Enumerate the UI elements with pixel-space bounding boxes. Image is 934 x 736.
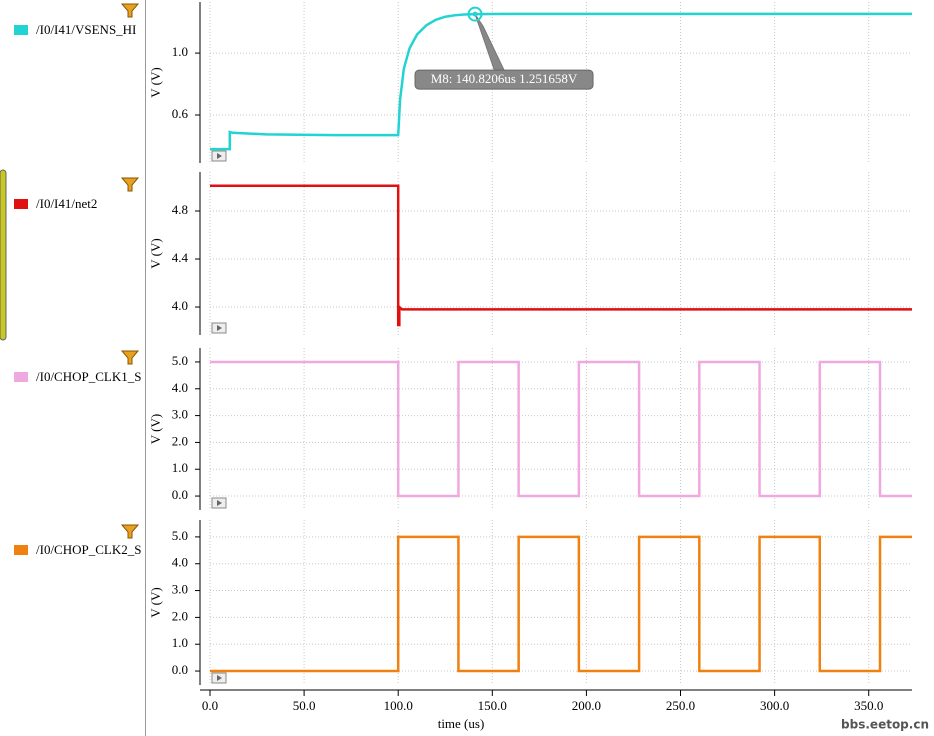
waveform-strip: 0.6 1.0 V (V) M8: 140.8206us 1.251658V bbox=[148, 2, 912, 163]
expand-icon bbox=[217, 153, 222, 159]
filter-icon[interactable] bbox=[120, 350, 140, 365]
marker-label: M8: 140.8206us 1.251658V bbox=[431, 71, 578, 86]
legend-swatch bbox=[14, 372, 28, 382]
x-tick-label: 0.0 bbox=[202, 698, 218, 713]
legend-panel: /I0/I41/VSENS_HI/I0/I41/net2/I0/CHOP_CLK… bbox=[14, 3, 141, 557]
y-axis-label: V (V) bbox=[148, 67, 163, 97]
x-axis-label: time (us) bbox=[438, 716, 485, 731]
expand-icon bbox=[217, 500, 222, 506]
legend-label[interactable]: /I0/I41/VSENS_HI bbox=[36, 22, 136, 37]
y-tick-label: 0.0 bbox=[172, 487, 188, 502]
plots: 0.61.0V (V) M8: 140.8206us 1.251658V4.04.… bbox=[148, 2, 912, 731]
y-tick-label: 1.0 bbox=[172, 44, 188, 59]
x-tick-label: 150.0 bbox=[478, 698, 507, 713]
legend-swatch bbox=[14, 545, 28, 555]
waveform-strip: 0.0 1.0 2.0 3.0 4.0 5.0 V (V) bbox=[148, 348, 912, 510]
legend-swatch bbox=[14, 199, 28, 209]
expand-icon bbox=[217, 675, 222, 681]
y-tick-label: 3.0 bbox=[172, 407, 188, 422]
y-tick-label: 4.8 bbox=[172, 202, 188, 217]
y-tick-label: 5.0 bbox=[172, 353, 188, 368]
marker-dot bbox=[472, 11, 478, 17]
legend-label[interactable]: /I0/CHOP_CLK2_S bbox=[36, 542, 141, 557]
y-tick-label: 0.0 bbox=[172, 662, 188, 677]
marker-ring[interactable] bbox=[467, 6, 483, 22]
watermark: bbs.eetop.cn bbox=[841, 718, 929, 732]
marker-label-box bbox=[414, 69, 594, 90]
filter-icon[interactable] bbox=[120, 177, 140, 192]
waveform bbox=[210, 535, 912, 673]
filter-icon[interactable] bbox=[120, 524, 140, 539]
waveform-strip: 0.0 1.0 2.0 3.0 4.0 5.0 V (V) 0.0 50.0 100.0 150.0… bbox=[148, 520, 912, 731]
y-tick-label: 4.4 bbox=[172, 250, 189, 265]
y-tick-label: 4.0 bbox=[172, 298, 188, 313]
legend-label[interactable]: /I0/I41/net2 bbox=[36, 196, 97, 211]
waveform bbox=[210, 184, 912, 327]
waveform-strip: 4.0 4.4 4.8 V (V) bbox=[148, 172, 912, 335]
expand-icon bbox=[217, 325, 222, 331]
y-tick-label: 5.0 bbox=[172, 528, 188, 543]
x-tick-label: 250.0 bbox=[666, 698, 695, 713]
y-tick-label: 4.0 bbox=[172, 555, 188, 570]
y-tick-label: 3.0 bbox=[172, 582, 188, 597]
x-tick-label: 300.0 bbox=[760, 698, 789, 713]
y-axis-label: V (V) bbox=[148, 587, 163, 617]
scrollbar[interactable] bbox=[0, 169, 7, 341]
y-axis-label: V (V) bbox=[148, 238, 163, 268]
y-axis-label: V (V) bbox=[148, 414, 163, 444]
y-tick-label: 2.0 bbox=[172, 608, 188, 623]
x-tick-label: 350.0 bbox=[854, 698, 883, 713]
y-tick-label: 1.0 bbox=[172, 635, 188, 650]
y-tick-label: 1.0 bbox=[172, 460, 188, 475]
x-tick-label: 50.0 bbox=[293, 698, 316, 713]
filter-icon[interactable] bbox=[120, 3, 140, 18]
waveform bbox=[210, 12, 912, 151]
legend-swatch bbox=[14, 25, 28, 35]
legend-label[interactable]: /I0/CHOP_CLK1_S bbox=[36, 369, 141, 384]
x-tick-label: 100.0 bbox=[384, 698, 413, 713]
waveform bbox=[210, 360, 912, 498]
y-tick-label: 0.6 bbox=[172, 106, 189, 121]
x-tick-label: 200.0 bbox=[572, 698, 601, 713]
y-tick-label: 4.0 bbox=[172, 380, 188, 395]
y-tick-label: 2.0 bbox=[172, 433, 188, 448]
